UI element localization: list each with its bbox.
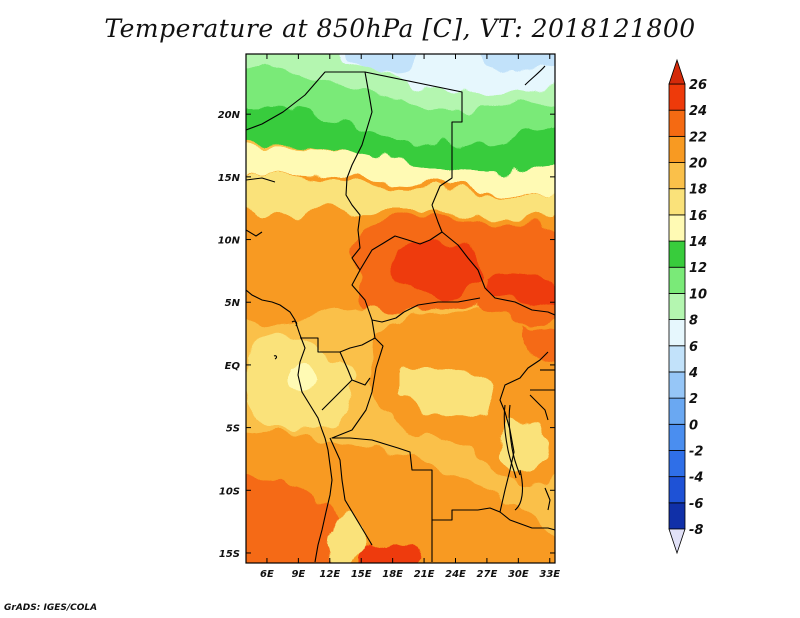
lon-tick-label: 24E bbox=[445, 569, 466, 580]
map-frame bbox=[245, 53, 556, 564]
colorbar-label: 12 bbox=[689, 261, 707, 276]
colorbar-label: 18 bbox=[689, 183, 707, 198]
colorbar-box bbox=[668, 450, 686, 478]
colorbar-label: 22 bbox=[689, 130, 707, 145]
colorbar-box bbox=[668, 345, 686, 373]
lat-tick-label: 10S bbox=[219, 486, 240, 497]
colorbar-label: 20 bbox=[689, 157, 707, 172]
colorbar-label: -8 bbox=[689, 523, 703, 538]
lat-tick-label: 15S bbox=[219, 549, 240, 560]
colorbar-label: 8 bbox=[689, 314, 698, 329]
lat-tick-label: 5S bbox=[226, 424, 240, 435]
lon-tick-label: 33E bbox=[539, 569, 560, 580]
colorbar-label: -6 bbox=[689, 497, 703, 512]
colorbar-label: 0 bbox=[689, 418, 698, 433]
lon-tick-label: 18E bbox=[382, 569, 403, 580]
lon-tick-label: 9E bbox=[291, 569, 305, 580]
colorbar-over-arrow bbox=[668, 58, 686, 85]
colorbar-box bbox=[668, 188, 686, 216]
axis-labels: 6E 9E 12E 15E 18E 21E 24E 27E 30E 33E 20N 15N 10N 5N E… bbox=[218, 110, 561, 580]
footer-credit: GrADS: IGES/COLA bbox=[4, 603, 98, 613]
colorbar-box bbox=[668, 319, 686, 347]
colorbar-label: 6 bbox=[689, 340, 698, 355]
colorbar-box bbox=[668, 371, 686, 399]
colorbar-box bbox=[668, 502, 686, 530]
temperature-fill bbox=[246, 54, 555, 563]
lon-tick-label: 21E bbox=[414, 569, 435, 580]
colorbar-box bbox=[668, 397, 686, 425]
lat-tick-label: EQ bbox=[225, 361, 241, 372]
colorbar-label: -2 bbox=[689, 444, 703, 459]
colorbar-box bbox=[668, 109, 686, 137]
colorbar-box bbox=[668, 240, 686, 268]
country-borders bbox=[246, 71, 555, 562]
colorbar-box bbox=[668, 423, 686, 451]
colorbar-box bbox=[668, 293, 686, 320]
colorbar-box bbox=[668, 162, 686, 190]
colorbar-box bbox=[668, 135, 686, 163]
colorbar-box bbox=[668, 214, 686, 242]
lon-tick-label: 6E bbox=[260, 569, 274, 580]
lon-tick-label: 27E bbox=[477, 569, 498, 580]
lon-tick-label: 12E bbox=[319, 569, 340, 580]
colorbar-label: 14 bbox=[689, 235, 707, 250]
colorbar-under-arrow bbox=[668, 528, 686, 555]
lon-tick-label: 30E bbox=[508, 569, 529, 580]
colorbar-box bbox=[668, 266, 686, 294]
colorbar-label: -4 bbox=[689, 471, 703, 486]
map-title: Temperature at 850hPa [C], VT: 201812180… bbox=[104, 14, 696, 43]
colorbar-boxes bbox=[668, 58, 686, 555]
lat-tick-label: 5N bbox=[225, 298, 241, 309]
coastline bbox=[246, 65, 546, 563]
colorbar-label: 16 bbox=[689, 209, 707, 224]
colorbar-label: 10 bbox=[689, 287, 707, 302]
lat-tick-label: 10N bbox=[218, 236, 241, 247]
colorbar-box bbox=[668, 476, 686, 504]
colorbar-label: 24 bbox=[689, 104, 707, 119]
lat-tick-label: 20N bbox=[218, 110, 241, 121]
colorbar-label: 2 bbox=[689, 392, 698, 407]
colorbar-label: 4 bbox=[688, 366, 698, 381]
colorbar-box bbox=[668, 83, 686, 111]
axis-ticks bbox=[246, 54, 555, 563]
lon-tick-label: 15E bbox=[351, 569, 372, 580]
lat-tick-label: 15N bbox=[218, 173, 241, 184]
colorbar-label: 26 bbox=[689, 78, 707, 93]
